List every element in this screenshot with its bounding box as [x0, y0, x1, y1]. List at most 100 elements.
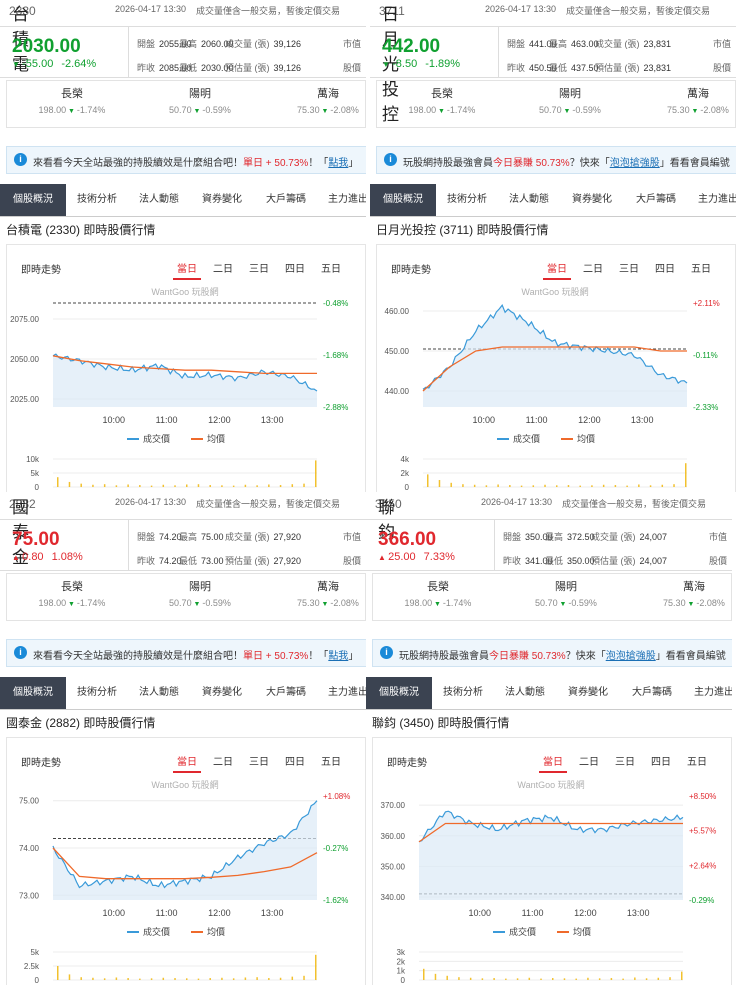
quote-high-label: 最高	[179, 39, 198, 49]
tab-1[interactable]: 技術分析	[77, 194, 117, 205]
day-tab-4[interactable]: 五日	[321, 757, 341, 768]
peer-item[interactable]: 陽明 50.70 ▼ -0.59%	[145, 85, 255, 115]
day-tab-4[interactable]: 五日	[691, 264, 711, 275]
day-tab-0[interactable]: 當日	[173, 753, 201, 773]
tab-0[interactable]: 個股概況	[370, 184, 436, 216]
promo-banner[interactable]: i 玩股網持股最強會員今日暴賺 50.73%？快來「泡泡搶強股」看看會員編號	[376, 146, 736, 174]
quote-box: 75.00 ▲ 0.80 1.08% 開盤 74.20 最高 75.00 成交量 (張) 27,…	[0, 519, 366, 571]
pct-tick-label: +1.08%	[323, 792, 350, 801]
day-tab-1[interactable]: 二日	[579, 757, 599, 768]
peer-item[interactable]: 長榮 198.00 ▼ -1.74%	[387, 85, 497, 115]
tab-0[interactable]: 個股概況	[0, 184, 66, 216]
y-tick-label: 440.00	[385, 387, 410, 396]
peer-item[interactable]: 萬海 75.30 ▼ -2.08%	[273, 85, 366, 115]
tab-4[interactable]: 大戶籌碼	[266, 687, 306, 698]
tab-3[interactable]: 資券變化	[202, 687, 242, 698]
info-icon: i	[380, 646, 393, 659]
x-tick-label: 13:00	[261, 415, 284, 425]
peer-change: -1.74%	[442, 598, 472, 608]
quote-open-label: 開盤	[137, 39, 156, 49]
day-tab-4[interactable]: 五日	[687, 757, 707, 768]
tab-3[interactable]: 資券變化	[572, 194, 612, 205]
quote-est-value: 24,007	[639, 556, 668, 566]
peer-name: 陽明	[189, 88, 211, 100]
quote-low-value: 437.50	[571, 63, 599, 73]
volume-bar	[450, 482, 452, 487]
volume-bar	[462, 484, 464, 487]
avg-line	[422, 346, 687, 392]
peer-item[interactable]: 萬海 75.30 ▼ -2.08%	[643, 85, 736, 115]
volume-bar	[469, 977, 472, 980]
volume-bar	[139, 485, 141, 487]
tab-3[interactable]: 資券變化	[568, 687, 608, 698]
y-tick-label: 350.00	[381, 862, 406, 871]
peer-item[interactable]: 長榮 198.00 ▼ -1.74%	[17, 85, 127, 115]
tab-5[interactable]: 主力進出	[694, 687, 732, 698]
y-tick-label: 360.00	[381, 832, 406, 841]
day-tab-3[interactable]: 四日	[655, 264, 675, 275]
day-tab-2[interactable]: 三日	[249, 757, 269, 768]
day-tab-3[interactable]: 四日	[285, 264, 305, 275]
volume-bar	[423, 968, 425, 980]
tab-5[interactable]: 主力進出	[328, 194, 366, 205]
pct-tick-label: -1.68%	[323, 351, 348, 360]
promo-banner[interactable]: i 來看看今天全站最強的持股續效是什麼組合吧！單日 + 50.73%！「點我」	[6, 639, 366, 667]
peer-item[interactable]: 陽明 50.70 ▼ -0.59%	[515, 85, 625, 115]
quote-grid: 開盤 2055.00 最高 2060.00 成交量 (張) 39,126 昨收 2085.00…	[128, 27, 361, 77]
peer-item[interactable]: 萬海 75.30 ▼ -2.08%	[639, 578, 732, 608]
day-tab-3[interactable]: 四日	[651, 757, 671, 768]
volume-bar	[591, 485, 593, 487]
volume-bar	[598, 978, 601, 980]
banner-link[interactable]: 泡泡搶強股	[609, 158, 660, 169]
day-tab-2[interactable]: 三日	[619, 264, 639, 275]
banner-link[interactable]: 點我	[328, 158, 349, 169]
tab-0[interactable]: 個股概況	[0, 677, 66, 709]
day-tab-3[interactable]: 四日	[285, 757, 305, 768]
peer-item[interactable]: 長榮 198.00 ▼ -1.74%	[383, 578, 493, 608]
tab-1[interactable]: 技術分析	[447, 194, 487, 205]
change-value: -55.00	[22, 58, 54, 70]
tab-4[interactable]: 大戶籌碼	[636, 194, 676, 205]
tab-2[interactable]: 法人動態	[139, 194, 179, 205]
watermark: WantGoo 玩股網	[151, 779, 218, 790]
peer-item[interactable]: 陽明 50.70 ▼ -0.59%	[511, 578, 621, 608]
volume-bar	[563, 978, 566, 980]
day-tab-2[interactable]: 三日	[615, 757, 635, 768]
tab-3[interactable]: 資券變化	[202, 194, 242, 205]
tab-1[interactable]: 技術分析	[77, 687, 117, 698]
tab-2[interactable]: 法人動態	[509, 194, 549, 205]
peer-value: 198.00	[408, 105, 437, 115]
down-arrow-icon: ▼	[557, 601, 569, 608]
promo-banner[interactable]: i 來看看今天全站最強的持股續效是什麼組合吧！單日 + 50.73%！「點我」	[6, 146, 366, 174]
price-change: ▼ -55.00 -2.64%	[12, 58, 96, 70]
day-tab-0[interactable]: 當日	[173, 260, 201, 280]
tab-2[interactable]: 法人動態	[139, 687, 179, 698]
banner-link[interactable]: 泡泡搶強股	[605, 651, 656, 662]
stock-title: 國泰金 2882	[6, 493, 36, 567]
promo-banner[interactable]: i 玩股網持股最強會員今日暴賺 50.73%？快來「泡泡搶強股」看看會員編號	[372, 639, 732, 667]
day-tab-1[interactable]: 二日	[213, 264, 233, 275]
banner-link[interactable]: 點我	[328, 651, 349, 662]
tab-5[interactable]: 主力進出	[328, 687, 366, 698]
peer-item[interactable]: 陽明 50.70 ▼ -0.59%	[145, 578, 255, 608]
realtime-chart: 即時走勢 當日 二日 三日 四日 五日 WantGoo 玩股網 460.00 450.00 440…	[376, 244, 736, 492]
peer-item[interactable]: 萬海 75.30 ▼ -2.08%	[273, 578, 366, 608]
tab-4[interactable]: 大戶籌碼	[632, 687, 672, 698]
y-tick-label: 2050.00	[10, 355, 39, 364]
x-tick-label: 10:00	[469, 908, 492, 918]
tab-4[interactable]: 大戶籌碼	[266, 194, 306, 205]
day-tab-1[interactable]: 二日	[213, 757, 233, 768]
tab-0[interactable]: 個股概況	[366, 677, 432, 709]
tab-2[interactable]: 法人動態	[505, 687, 545, 698]
day-tab-0[interactable]: 當日	[539, 753, 567, 773]
day-tab-2[interactable]: 三日	[249, 264, 269, 275]
peer-item[interactable]: 長榮 198.00 ▼ -1.74%	[17, 578, 127, 608]
quote-box: 2030.00 ▼ -55.00 -2.64% 開盤 2055.00 最高 2060.00 成…	[0, 26, 366, 78]
day-tab-4[interactable]: 五日	[321, 264, 341, 275]
tab-5[interactable]: 主力進出	[698, 194, 736, 205]
quote-low-value: 2030.00	[201, 63, 234, 73]
day-tab-0[interactable]: 當日	[543, 260, 571, 280]
tab-1[interactable]: 技術分析	[443, 687, 483, 698]
day-tab-1[interactable]: 二日	[583, 264, 603, 275]
quote-prev: 昨收 74.20	[137, 554, 182, 567]
